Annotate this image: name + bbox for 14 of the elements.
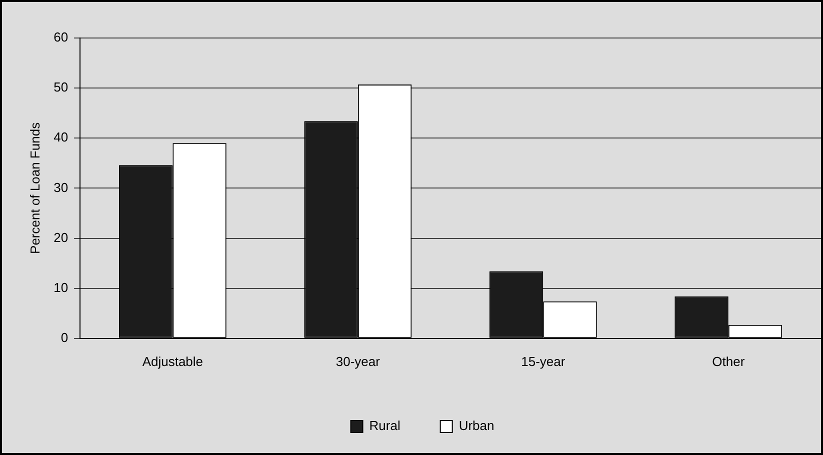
y-tick-label: 0 [60, 330, 68, 345]
y-tick-label: 20 [54, 230, 68, 245]
x-tick-label: Other [712, 354, 746, 369]
x-tick-label: 30-year [336, 354, 381, 369]
x-tick-label: Adjustable [142, 354, 204, 369]
x-tick-label: 15-year [521, 354, 566, 369]
y-tick-label: 60 [54, 30, 68, 45]
y-tick-label: 50 [54, 80, 68, 95]
legend-label: Urban [458, 418, 494, 434]
y-tick-label: 30 [54, 180, 68, 195]
legend-label: Rural [369, 418, 400, 434]
y-tick-label: 10 [54, 280, 68, 295]
y-axis-title: Percent of Loan Funds [27, 122, 42, 254]
y-tick-label: 40 [54, 130, 68, 145]
